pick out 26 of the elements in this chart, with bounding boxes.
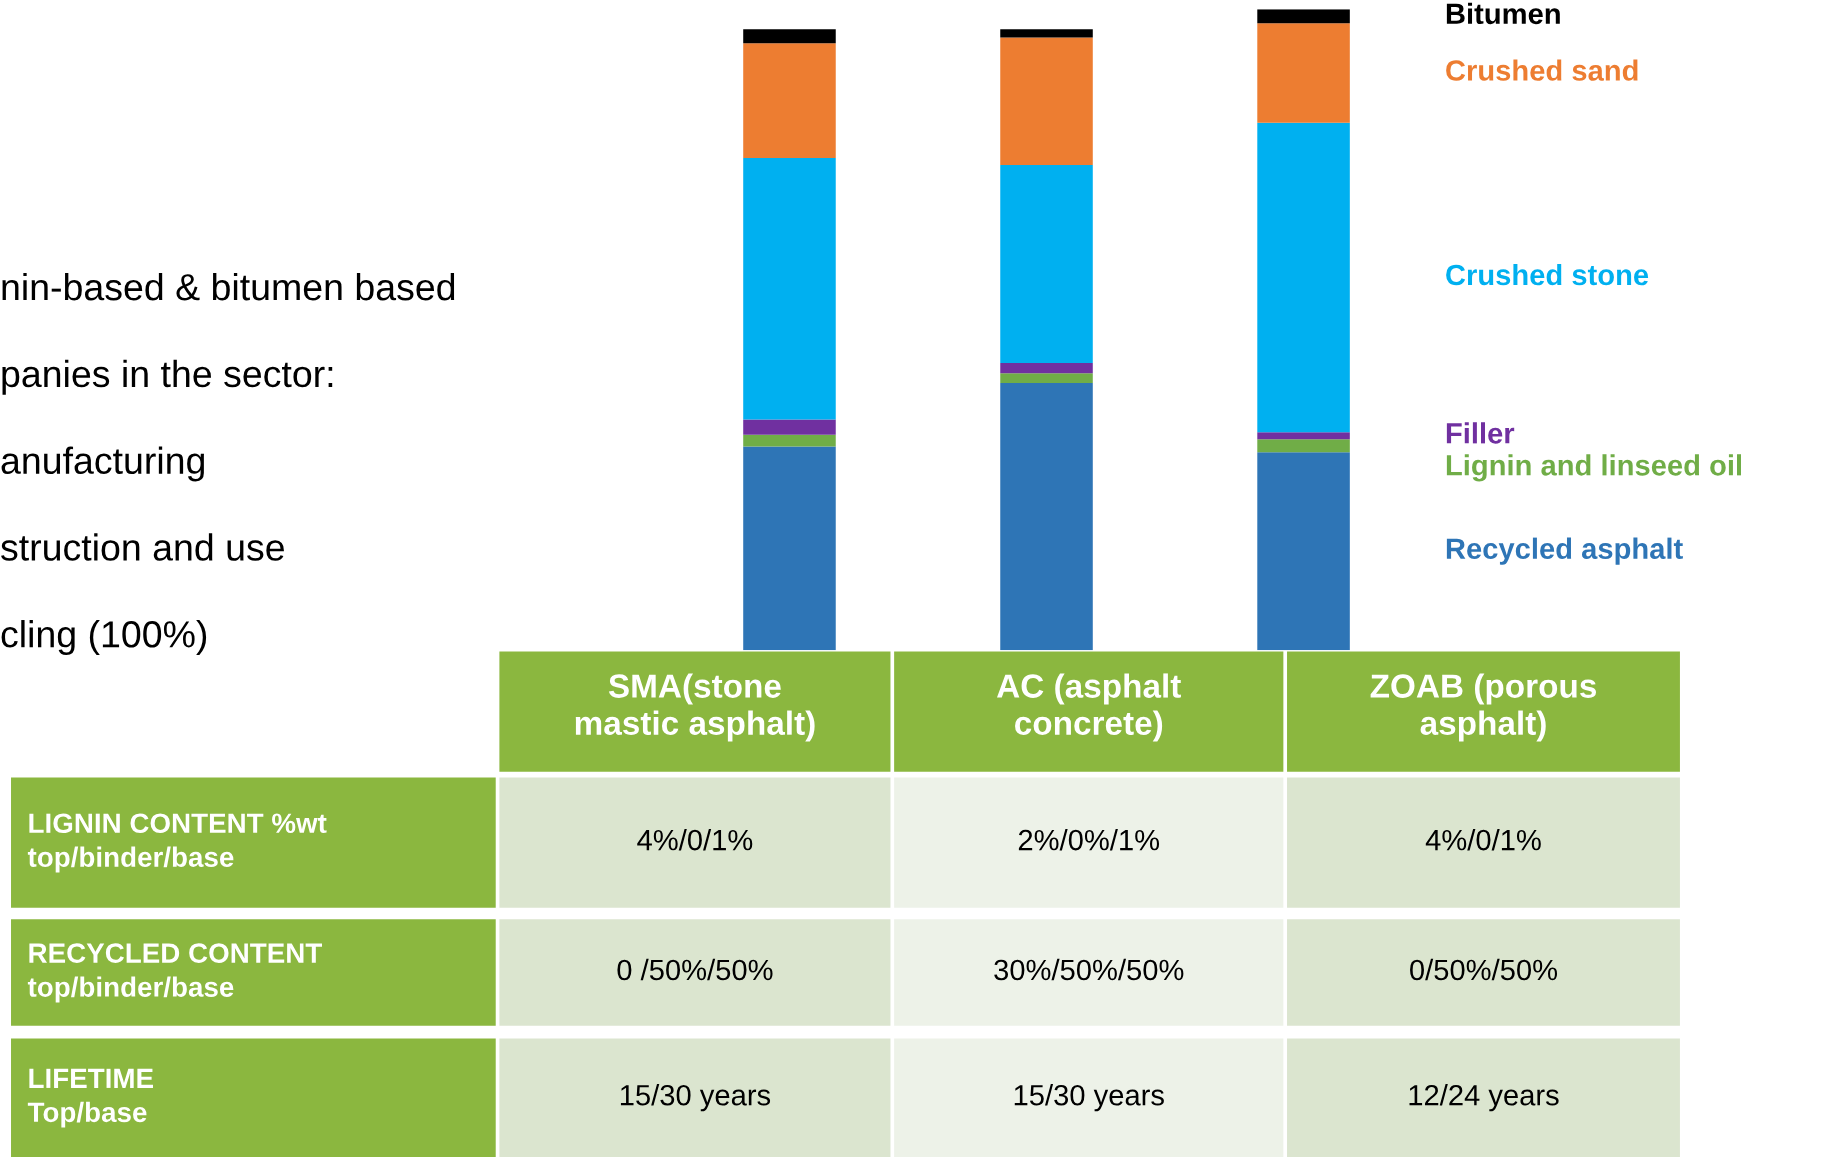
text: 2%/0%/1% <box>1018 828 1160 851</box>
text: Filler <box>1446 422 1515 444</box>
text: Recycled asphalt <box>1446 537 1683 565</box>
text: RECYCLED CONTENT top/binder/base <box>27 943 322 1003</box>
text: 15/30 years <box>1014 1084 1164 1112</box>
text: LIGNIN CONTENT %wt top/binder/base <box>27 813 327 873</box>
text: 0 /50%/50% <box>617 958 773 981</box>
x-tick-label: AC (asphalt concrete) <box>996 673 1181 742</box>
text: 12/24 years <box>1409 1084 1559 1112</box>
text: 4%/0/1% <box>1425 828 1541 851</box>
text: Lignin and linseed oil <box>1446 454 1742 482</box>
text: 4%/0/1% <box>637 828 753 851</box>
x-tick-label: SMA(stone mastic asphalt) <box>575 673 815 742</box>
text: anufacturing <box>1 446 204 482</box>
text: nin-based & bitumen based <box>2 272 455 301</box>
text: 30%/50%/50% <box>994 958 1184 981</box>
text: Bitumen <box>1446 2 1560 25</box>
text: struction and use <box>1 533 284 561</box>
text: 15/30 years <box>620 1084 771 1112</box>
text: 0/50%/50% <box>1410 958 1558 981</box>
text: Crushed sand <box>1446 59 1638 81</box>
text: cling (100%) <box>1 620 207 655</box>
x-tick-label: ZOAB (porous asphalt) <box>1370 673 1596 742</box>
text: LIFETIME Top/base <box>27 1068 153 1128</box>
text: panies in the sector: <box>2 359 333 395</box>
text: Crushed stone <box>1446 263 1649 286</box>
